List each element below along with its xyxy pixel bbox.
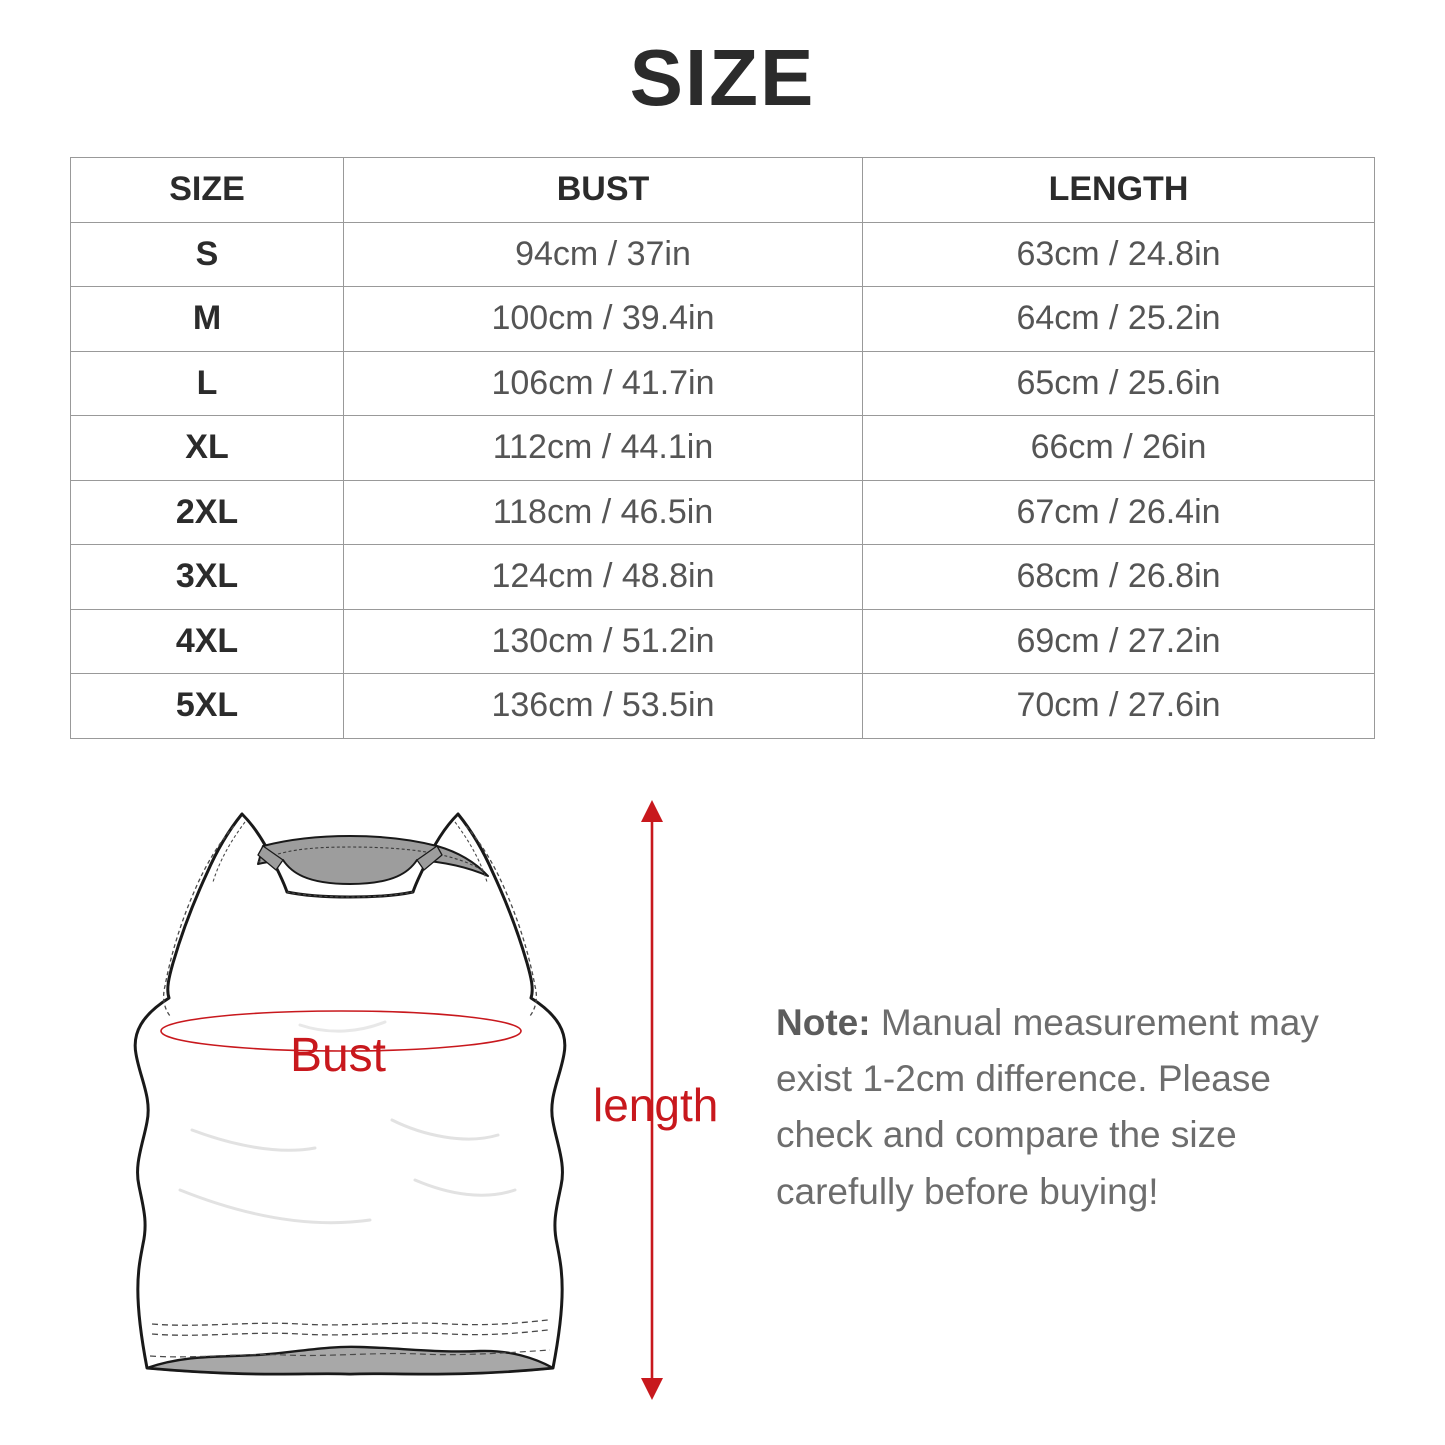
- svg-text:Bust: Bust: [290, 1029, 386, 1082]
